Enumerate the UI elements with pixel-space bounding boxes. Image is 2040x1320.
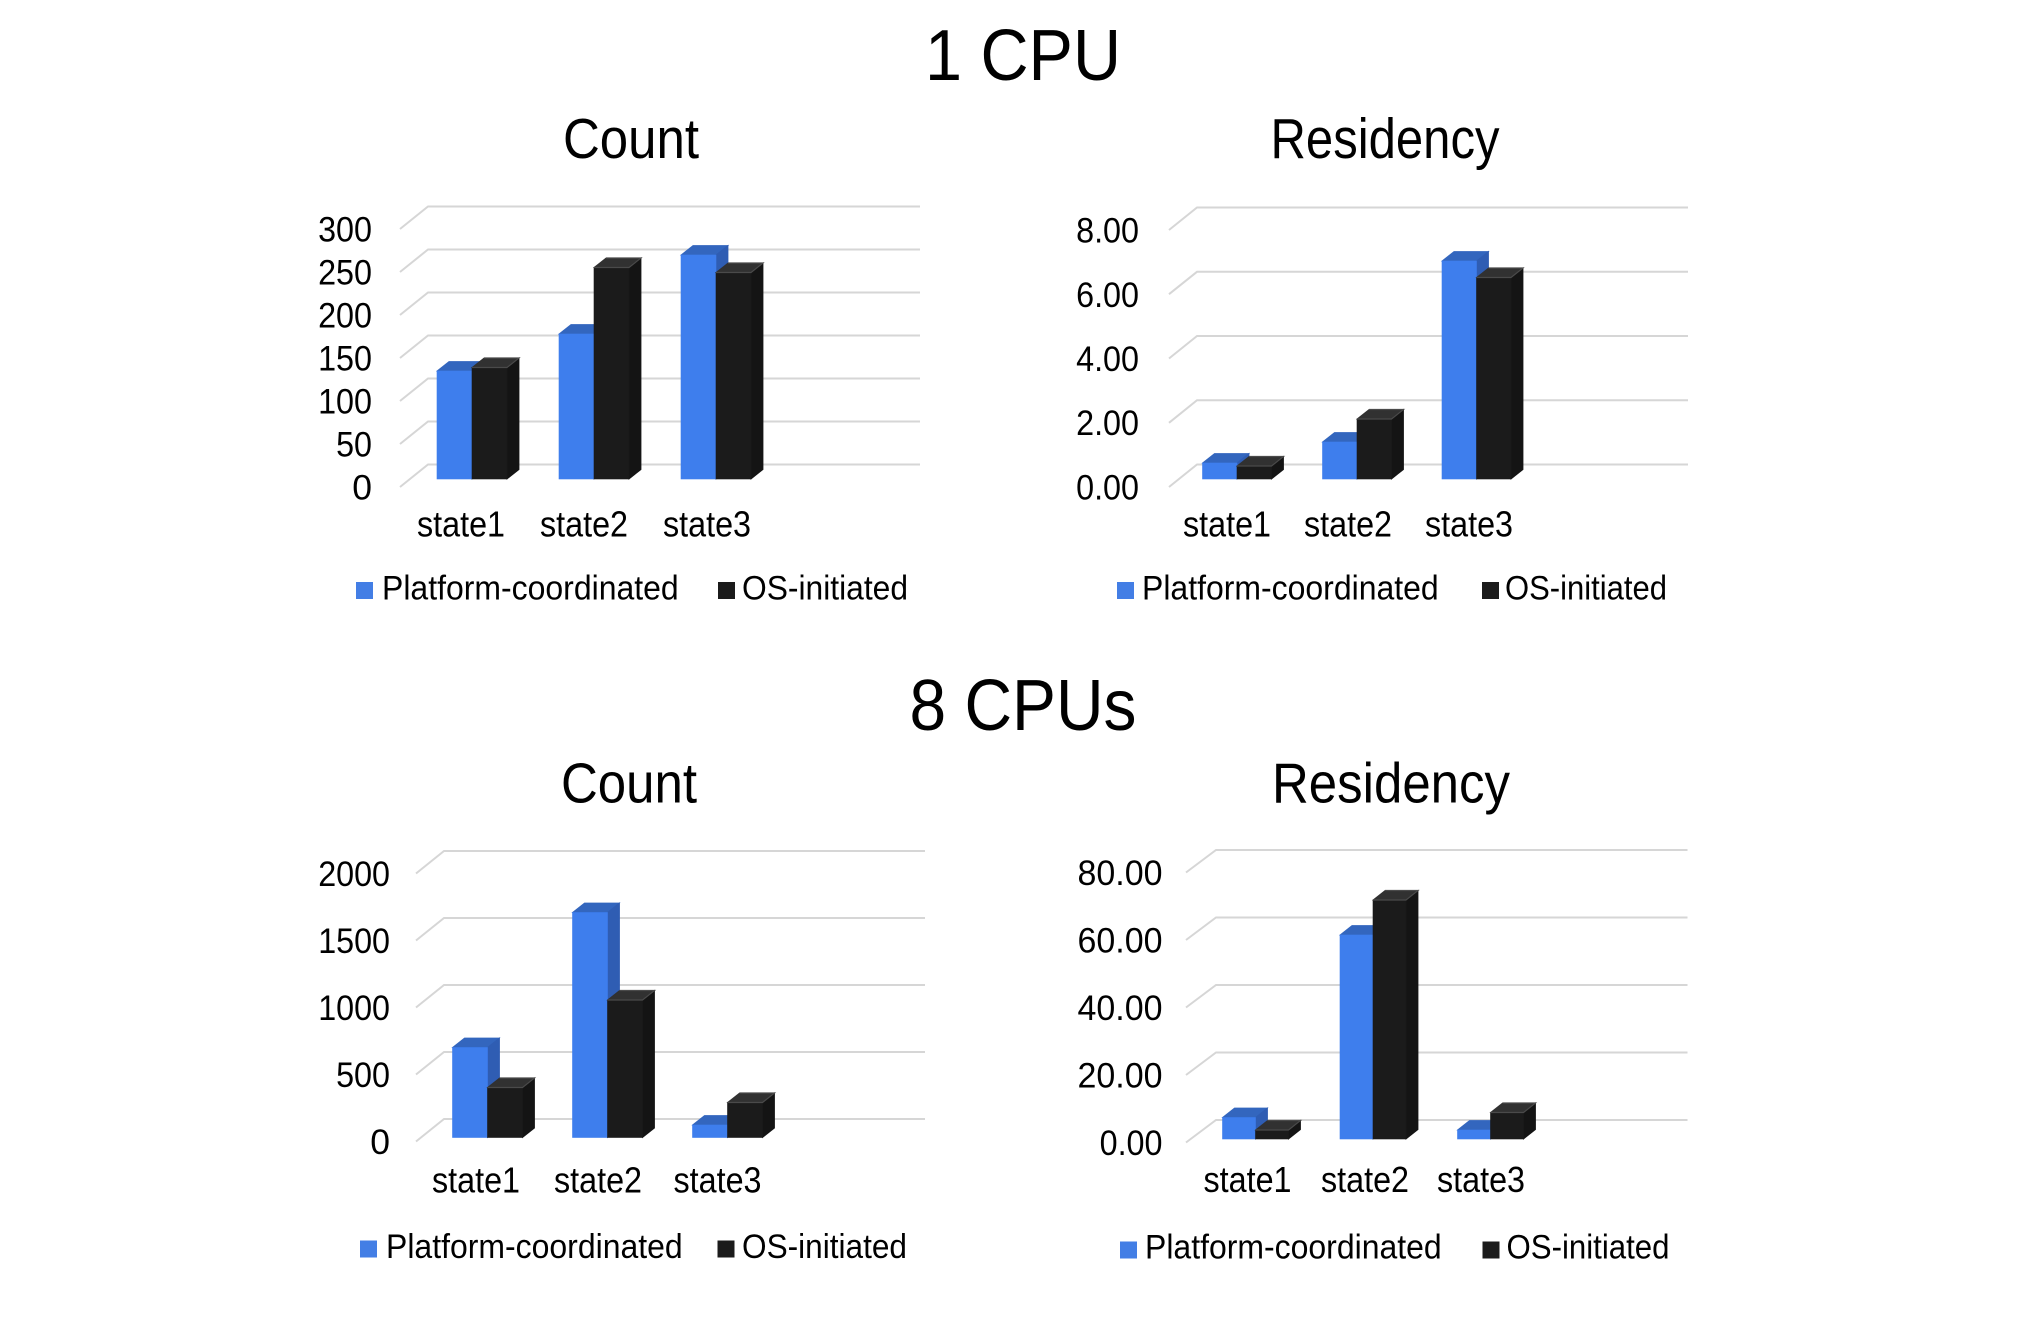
svg-text:state3: state3 <box>674 1160 762 1201</box>
svg-text:0.00: 0.00 <box>1076 468 1139 508</box>
svg-text:2.00: 2.00 <box>1076 403 1139 443</box>
svg-text:Residency: Residency <box>1272 752 1510 816</box>
svg-text:state2: state2 <box>1321 1159 1409 1200</box>
svg-text:100: 100 <box>318 382 372 422</box>
svg-text:1000: 1000 <box>318 988 390 1028</box>
svg-text:Platform-coordinated: Platform-coordinated <box>382 570 679 608</box>
svg-text:OS-initiated: OS-initiated <box>1505 570 1667 608</box>
svg-text:8.00: 8.00 <box>1076 211 1139 251</box>
svg-text:OS-initiated: OS-initiated <box>742 1228 907 1266</box>
svg-text:state3: state3 <box>1437 1159 1525 1200</box>
svg-text:300: 300 <box>318 210 372 250</box>
svg-text:250: 250 <box>318 253 372 293</box>
svg-text:OS-initiated: OS-initiated <box>742 570 908 608</box>
svg-text:200: 200 <box>318 296 372 336</box>
svg-text:state1: state1 <box>1204 1159 1292 1200</box>
svg-text:state2: state2 <box>540 504 628 545</box>
svg-text:80.00: 80.00 <box>1078 853 1163 893</box>
svg-text:Platform-coordinated: Platform-coordinated <box>1145 1229 1442 1267</box>
svg-text:state1: state1 <box>417 504 505 545</box>
svg-text:state1: state1 <box>432 1160 520 1201</box>
svg-text:0: 0 <box>370 1122 390 1162</box>
svg-text:60.00: 60.00 <box>1078 921 1163 961</box>
svg-text:OS-initiated: OS-initiated <box>1507 1229 1670 1267</box>
svg-text:150: 150 <box>318 339 372 379</box>
svg-text:Residency: Residency <box>1271 107 1500 171</box>
svg-text:40.00: 40.00 <box>1078 988 1163 1028</box>
svg-text:state3: state3 <box>1425 504 1513 545</box>
svg-text:state2: state2 <box>554 1160 642 1201</box>
svg-text:50: 50 <box>336 425 372 465</box>
svg-text:state3: state3 <box>663 504 751 545</box>
svg-text:1500: 1500 <box>318 921 390 961</box>
svg-text:8 CPUs: 8 CPUs <box>910 666 1137 746</box>
svg-text:0.00: 0.00 <box>1100 1123 1163 1163</box>
svg-text:1 CPU: 1 CPU <box>925 16 1121 96</box>
svg-text:20.00: 20.00 <box>1078 1056 1163 1096</box>
svg-text:state1: state1 <box>1183 504 1271 545</box>
svg-text:0: 0 <box>352 468 372 508</box>
svg-text:Platform-coordinated: Platform-coordinated <box>1142 570 1439 608</box>
svg-text:2000: 2000 <box>318 854 390 894</box>
svg-text:500: 500 <box>336 1055 390 1095</box>
svg-text:Platform-coordinated: Platform-coordinated <box>386 1228 683 1266</box>
svg-text:Count: Count <box>563 107 699 171</box>
svg-text:6.00: 6.00 <box>1076 275 1139 315</box>
svg-text:Count: Count <box>561 752 697 816</box>
svg-text:state2: state2 <box>1304 504 1392 545</box>
svg-text:4.00: 4.00 <box>1076 339 1139 379</box>
